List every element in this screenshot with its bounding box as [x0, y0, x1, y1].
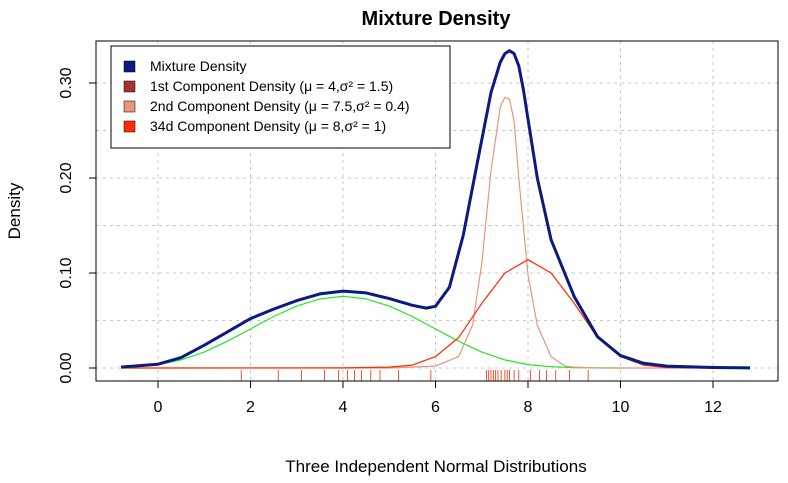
- x-axis-label: Three Independent Normal Distributions: [285, 457, 586, 476]
- legend-box: [110, 45, 451, 149]
- y-axis-label: Density: [5, 182, 24, 239]
- legend-label-c2: 2nd Component Density (μ = 7.5,σ² = 0.4): [150, 98, 410, 114]
- legend-label-c1: 1st Component Density (μ = 4,σ² = 1.5): [150, 78, 393, 94]
- y-tick-label: 0.20: [58, 162, 75, 193]
- rug-marks: [240, 370, 589, 381]
- legend-label-c3: 34d Component Density (μ = 8,σ² = 1): [150, 118, 386, 134]
- series-line-c2: [121, 96, 750, 369]
- legend-swatch-c2: [123, 100, 136, 113]
- x-tick-label: 2: [246, 399, 255, 416]
- x-tick-label: 6: [431, 399, 440, 416]
- series-line-c1: [120, 295, 621, 369]
- legend-label-mixture: Mixture Density: [150, 58, 246, 74]
- y-axis: 0.00 0.10 0.20 0.30: [58, 67, 97, 384]
- legend: Mixture Density 1st Component Density (μ …: [110, 45, 451, 149]
- x-tick-label: 8: [524, 399, 533, 416]
- y-tick-label: 0.30: [58, 67, 75, 98]
- x-tick-label: 4: [339, 399, 348, 416]
- series-line-mixture: [120, 49, 751, 370]
- x-axis: 0 2 4 6 8 10 12: [154, 380, 722, 416]
- x-tick-label: 10: [612, 399, 630, 416]
- chart-title: Mixture Density: [362, 8, 512, 30]
- legend-swatch-mixture: [123, 60, 136, 73]
- x-tick-label: 12: [704, 399, 722, 416]
- legend-swatch-c1: [123, 80, 136, 93]
- series-lines: [120, 49, 751, 370]
- x-tick-label: 0: [154, 399, 163, 416]
- y-tick-label: 0.10: [58, 257, 75, 288]
- y-tick-label: 0.00: [58, 352, 75, 383]
- legend-swatch-c3: [123, 120, 136, 133]
